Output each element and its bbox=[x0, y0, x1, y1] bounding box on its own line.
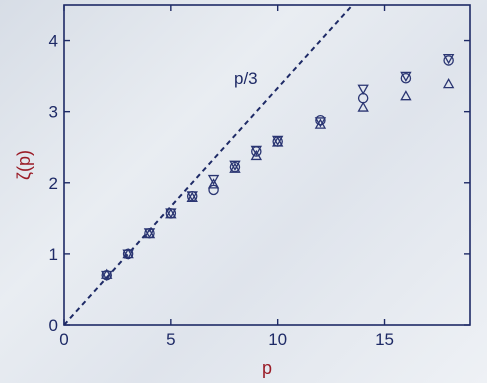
data-point-triangle-up bbox=[314, 118, 327, 129]
y-axis-title: ζ(p) bbox=[14, 150, 34, 180]
data-point-triangle-down bbox=[400, 71, 412, 83]
data-point-triangle-down bbox=[122, 249, 134, 260]
data-point-triangle-up bbox=[101, 268, 113, 279]
plot-area bbox=[63, 4, 471, 326]
data-point-circle bbox=[400, 72, 412, 84]
y-tick-label: 0 bbox=[49, 316, 58, 335]
x-tick-label: 0 bbox=[59, 330, 68, 349]
data-point-triangle-up bbox=[400, 90, 412, 101]
y-tick-label: 4 bbox=[49, 32, 58, 51]
data-point-triangle-down bbox=[250, 145, 263, 157]
data-point-triangle-up bbox=[250, 149, 263, 161]
reference-line-layer bbox=[63, 4, 354, 326]
data-point-triangle-down bbox=[314, 117, 327, 128]
data-point-triangle-down bbox=[229, 160, 241, 171]
data-point-triangle-up bbox=[229, 162, 241, 173]
x-axis-title: p bbox=[262, 358, 272, 378]
x-tick-label: 5 bbox=[166, 330, 175, 349]
data-point-triangle-down bbox=[442, 54, 455, 65]
tick-layer: 0 5 10 15 0 1 2 3 4 bbox=[49, 5, 470, 349]
data-point-triangle-up bbox=[357, 101, 369, 112]
y-tick-label: 2 bbox=[49, 174, 58, 193]
data-point-triangle-down bbox=[207, 174, 220, 186]
data-point-triangle-up bbox=[442, 77, 455, 89]
reference-line bbox=[63, 4, 354, 326]
x-tick-label: 15 bbox=[375, 330, 394, 349]
data-point-circle bbox=[208, 184, 219, 196]
data-point-triangle-down bbox=[165, 208, 177, 219]
data-point-triangle-down bbox=[186, 191, 198, 202]
x-tick-label: 10 bbox=[268, 330, 287, 349]
data-point-circle bbox=[315, 114, 326, 126]
y-tick-label: 1 bbox=[49, 245, 58, 264]
data-point-triangle-down bbox=[143, 228, 156, 239]
data-point-triangle-up bbox=[207, 178, 220, 189]
data-point-triangle-down bbox=[271, 135, 284, 147]
y-tick-label: 3 bbox=[49, 103, 58, 122]
data-point-triangle-down bbox=[357, 84, 369, 95]
marker-layer bbox=[101, 54, 455, 282]
reference-line-label: p/3 bbox=[234, 69, 258, 88]
data-point-circle bbox=[443, 55, 454, 66]
data-point-circle bbox=[357, 92, 369, 104]
data-point-triangle-down bbox=[101, 270, 113, 282]
